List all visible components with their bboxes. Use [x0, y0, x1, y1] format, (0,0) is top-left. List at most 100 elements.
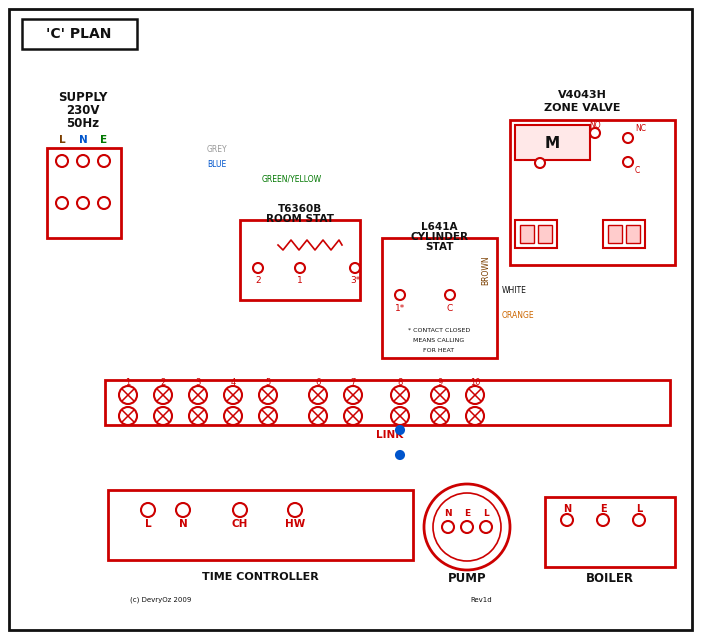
Text: BROWN: BROWN	[482, 255, 491, 285]
Text: LINK: LINK	[376, 430, 404, 440]
Circle shape	[535, 158, 545, 168]
Bar	[240, 220, 360, 300]
Circle shape	[461, 521, 473, 533]
Text: N: N	[178, 519, 187, 529]
Text: C: C	[635, 165, 640, 174]
Circle shape	[253, 263, 263, 273]
Circle shape	[623, 157, 633, 167]
Bar	[47, 148, 121, 238]
Circle shape	[288, 503, 302, 517]
Bar	[538, 225, 552, 243]
Text: NO: NO	[589, 121, 601, 129]
Circle shape	[56, 197, 68, 209]
Text: 5: 5	[265, 378, 271, 387]
Circle shape	[466, 386, 484, 404]
Text: L: L	[145, 519, 152, 529]
Bar	[603, 220, 645, 248]
Text: V4043H: V4043H	[557, 90, 607, 100]
Text: 3*: 3*	[350, 276, 360, 285]
Circle shape	[597, 514, 609, 526]
Circle shape	[433, 493, 501, 561]
Text: GREY: GREY	[207, 144, 227, 153]
Text: 4: 4	[230, 378, 236, 387]
Text: ORANGE: ORANGE	[502, 310, 535, 319]
Text: 9: 9	[437, 378, 443, 387]
Circle shape	[224, 386, 242, 404]
Text: TIME CONTROLLER: TIME CONTROLLER	[201, 572, 319, 582]
Text: FOR HEAT: FOR HEAT	[423, 347, 455, 353]
Circle shape	[350, 263, 360, 273]
Text: STAT: STAT	[425, 242, 453, 252]
Text: M: M	[545, 135, 559, 151]
Text: BOILER: BOILER	[586, 572, 634, 585]
Text: WHITE: WHITE	[502, 285, 527, 294]
Bar	[510, 120, 675, 265]
Circle shape	[590, 128, 600, 138]
Text: N: N	[444, 510, 452, 519]
Circle shape	[391, 386, 409, 404]
Text: CYLINDER: CYLINDER	[410, 232, 468, 242]
Text: 8: 8	[397, 378, 403, 387]
Circle shape	[442, 521, 454, 533]
Circle shape	[431, 407, 449, 425]
Text: ZONE VALVE: ZONE VALVE	[544, 103, 621, 113]
Text: SUPPLY: SUPPLY	[58, 90, 107, 103]
Bar	[520, 225, 534, 243]
Circle shape	[77, 155, 89, 167]
Bar	[515, 125, 590, 160]
Text: CH: CH	[232, 519, 249, 529]
Text: E: E	[600, 504, 607, 514]
Circle shape	[344, 407, 362, 425]
Circle shape	[141, 503, 155, 517]
Circle shape	[295, 263, 305, 273]
Circle shape	[189, 407, 207, 425]
Circle shape	[77, 197, 89, 209]
Circle shape	[56, 155, 68, 167]
Circle shape	[424, 484, 510, 570]
Text: L: L	[483, 510, 489, 519]
Text: L: L	[636, 504, 642, 514]
Text: 1*: 1*	[395, 303, 405, 313]
Text: E: E	[464, 510, 470, 519]
Bar	[608, 225, 622, 243]
Circle shape	[98, 197, 110, 209]
Bar	[515, 220, 557, 248]
Circle shape	[391, 407, 409, 425]
Text: 7: 7	[350, 378, 356, 387]
Circle shape	[98, 155, 110, 167]
Text: N: N	[563, 504, 571, 514]
Bar	[382, 238, 497, 358]
Circle shape	[561, 514, 573, 526]
Text: 1: 1	[126, 378, 131, 387]
Circle shape	[189, 386, 207, 404]
Circle shape	[466, 407, 484, 425]
Circle shape	[395, 290, 405, 300]
Circle shape	[259, 386, 277, 404]
Text: HW: HW	[285, 519, 305, 529]
Bar	[545, 497, 675, 567]
Text: ROOM STAT: ROOM STAT	[266, 214, 334, 224]
Text: BLUE: BLUE	[207, 160, 226, 169]
Bar	[22, 19, 137, 49]
Circle shape	[431, 386, 449, 404]
Circle shape	[233, 503, 247, 517]
Text: (c) DevryOz 2009: (c) DevryOz 2009	[130, 597, 192, 603]
Text: 50Hz: 50Hz	[67, 117, 100, 129]
Circle shape	[309, 386, 327, 404]
Text: 230V: 230V	[66, 103, 100, 117]
Text: 'C' PLAN: 'C' PLAN	[46, 27, 112, 41]
Circle shape	[119, 407, 137, 425]
Circle shape	[633, 514, 645, 526]
Text: PUMP: PUMP	[448, 572, 486, 585]
Text: GREEN/YELLOW: GREEN/YELLOW	[262, 174, 322, 183]
Circle shape	[176, 503, 190, 517]
Text: MEANS CALLING: MEANS CALLING	[413, 338, 465, 342]
Bar	[626, 225, 640, 243]
Text: * CONTACT CLOSED: * CONTACT CLOSED	[408, 328, 470, 333]
Text: L: L	[59, 135, 65, 145]
Text: T6360B: T6360B	[278, 204, 322, 214]
Circle shape	[154, 407, 172, 425]
Text: 2: 2	[256, 276, 261, 285]
Circle shape	[259, 407, 277, 425]
Text: 1: 1	[297, 276, 303, 285]
